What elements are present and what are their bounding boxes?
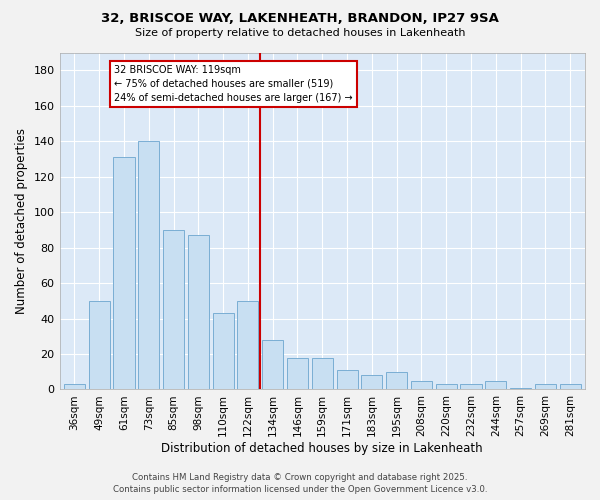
Bar [212,313,233,390]
Y-axis label: Number of detached properties: Number of detached properties [15,128,28,314]
Text: Contains HM Land Registry data © Crown copyright and database right 2025.
Contai: Contains HM Land Registry data © Crown c… [113,472,487,494]
Bar [560,384,581,390]
Text: Size of property relative to detached houses in Lakenheath: Size of property relative to detached ho… [135,28,465,38]
Bar [436,384,457,390]
Bar [238,301,259,390]
Bar [485,380,506,390]
Bar [337,370,358,390]
Text: 32, BRISCOE WAY, LAKENHEATH, BRANDON, IP27 9SA: 32, BRISCOE WAY, LAKENHEATH, BRANDON, IP… [101,12,499,26]
Bar [411,380,432,390]
Bar [138,141,160,390]
Bar [113,157,134,390]
Bar [535,384,556,390]
Text: 32 BRISCOE WAY: 119sqm
← 75% of detached houses are smaller (519)
24% of semi-de: 32 BRISCOE WAY: 119sqm ← 75% of detached… [114,65,353,103]
Bar [312,358,333,390]
Bar [510,388,531,390]
Bar [361,376,382,390]
Bar [188,235,209,390]
Bar [163,230,184,390]
Bar [287,358,308,390]
Bar [64,384,85,390]
Bar [460,384,482,390]
X-axis label: Distribution of detached houses by size in Lakenheath: Distribution of detached houses by size … [161,442,483,455]
Bar [262,340,283,390]
Bar [386,372,407,390]
Bar [89,301,110,390]
